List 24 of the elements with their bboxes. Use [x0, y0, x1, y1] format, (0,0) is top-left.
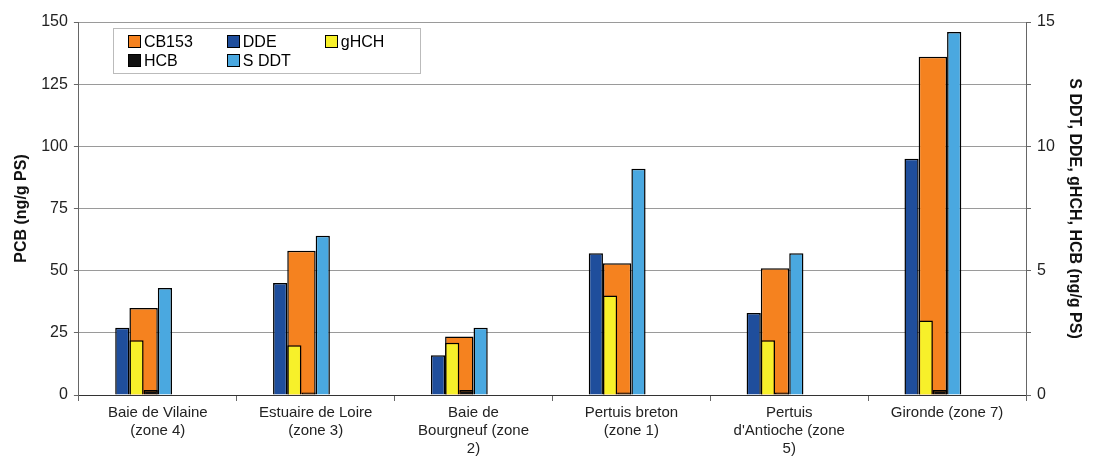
legend-label: S DDT [241, 51, 291, 70]
legend-label: CB153 [142, 32, 193, 51]
y-tick-label: 25 [50, 323, 68, 341]
x-tick-label: Estuaire de Loire (zone 3) [258, 403, 373, 439]
x-tick-label: Gironde (zone 7) [890, 403, 1004, 421]
y2-tick-label: 5 [1037, 261, 1046, 279]
y2-axis-title: S DDT, DDE, gHCH, HCB (ng/g PS) [1066, 78, 1084, 339]
x-tick-label: Pertuis d'Antioche (zone 5) [733, 403, 845, 457]
y-tick-label: 75 [50, 198, 68, 216]
legend-label: DDE [241, 32, 278, 51]
x-tick-label: Baie de Vilaine (zone 4) [107, 403, 208, 439]
y-tick-label: 100 [41, 136, 68, 154]
legend-label: gHCH [339, 32, 385, 51]
y2-tick-label: 0 [1037, 385, 1046, 403]
x-tick-label: Baie de Bourgneuf (zone 2) [418, 403, 529, 457]
y-tick-label: 0 [58, 385, 68, 403]
y2-tick-label: 15 [1037, 12, 1055, 30]
y2-tick-label: 10 [1037, 136, 1055, 154]
y-tick-label: 50 [50, 261, 68, 279]
y-tick-label: 150 [41, 12, 68, 30]
legend-label: HCB [142, 51, 179, 70]
y-tick-label: 125 [41, 74, 68, 92]
x-tick-label: Pertuis breton (zone 1) [584, 403, 679, 439]
y-axis-title: PCB (ng/g PS) [12, 154, 30, 263]
